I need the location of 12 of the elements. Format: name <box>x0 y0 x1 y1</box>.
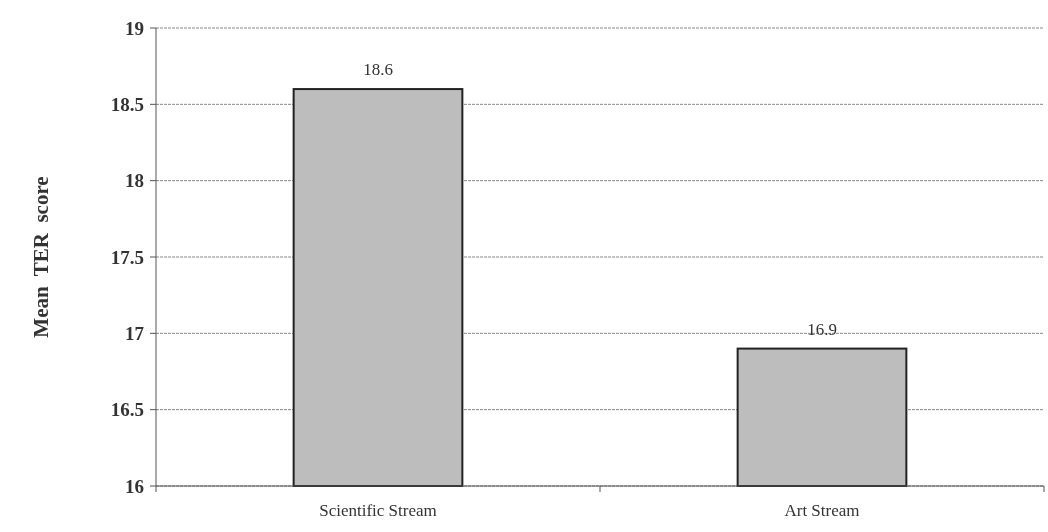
y-tick-label: 17.5 <box>110 246 144 268</box>
x-tick-label: Scientific Stream <box>319 501 437 520</box>
y-tick-label: 19 <box>125 17 144 39</box>
y-tick-label: 16 <box>125 475 144 497</box>
y-tick-label: 16.5 <box>110 399 144 421</box>
data-label: 18.6 <box>363 60 393 80</box>
y-tick-label: 17 <box>125 322 145 344</box>
data-label: 16.9 <box>807 319 837 339</box>
y-axis-title: Mean TER score <box>29 176 53 338</box>
y-tick-label: 18.5 <box>110 93 144 115</box>
x-tick-label: Art Stream <box>784 501 860 520</box>
y-tick-label: 18 <box>125 170 144 192</box>
